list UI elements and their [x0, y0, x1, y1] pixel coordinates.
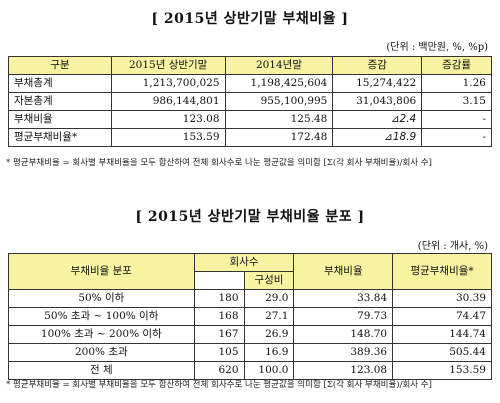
- cell-ratio: 389.36: [293, 343, 394, 362]
- cell-ratio: 33.84: [293, 289, 394, 308]
- section1-footnote: * 평균부채비율 = 회사별 부채비율을 모두 합산하여 전체 회사수로 나눈 …: [6, 158, 432, 168]
- cell-rate: -: [421, 128, 492, 147]
- cell-share: 29.0: [243, 289, 295, 308]
- section2-title: [ 2015년 상반기말 부채비율 분포 ]: [135, 209, 365, 225]
- header-distribution: 부채비율 분포: [8, 253, 195, 290]
- cell-change: 31,043,806: [332, 92, 423, 111]
- cell-avg: 505.44: [392, 343, 492, 362]
- cell-h1: 986,144,801: [110, 92, 226, 111]
- table-row: 부채총계 1,213,700,025 1,198,425,604 15,274,…: [8, 74, 492, 93]
- table-row: 200% 초과 105 16.9 389.36 505.44: [8, 343, 492, 362]
- cell-share: 27.1: [243, 307, 295, 326]
- table-header-row: 구분 2015년 상반기말 2014년말 증감 증감률: [8, 56, 492, 75]
- section1-title: [ 2015년 상반기말 부채비율 ]: [151, 11, 349, 27]
- table-row: 자본총계 986,144,801 955,100,995 31,043,806 …: [8, 92, 492, 111]
- row-label: 자본총계: [8, 92, 112, 111]
- cell-share: 100.0: [243, 361, 295, 380]
- row-label: 50% 초과 ~ 100% 이하: [8, 307, 195, 326]
- distribution-table: 부채비율 분포 회사수 부채비율 평균부채비율* 구성비 50% 이하 180 …: [8, 253, 492, 380]
- table-header-row: 부채비율 분포 회사수 부채비율 평균부채비율*: [8, 253, 492, 290]
- cell-avg: 144.74: [392, 325, 492, 344]
- cell-avg: 30.39: [392, 289, 492, 308]
- cell-change: ⊿18.9: [332, 128, 423, 147]
- cell-y14: 172.48: [224, 128, 334, 147]
- cell-y14: 125.48: [224, 110, 334, 129]
- header-h1-2015: 2015년 상반기말: [110, 56, 226, 75]
- cell-h1: 153.59: [110, 128, 226, 147]
- cell-count: 168: [193, 307, 245, 326]
- cell-change: ⊿2.4: [332, 110, 423, 129]
- cell-avg: 153.59: [392, 361, 492, 380]
- section1-unit: (단위 : 백만원, %, %p): [386, 42, 488, 53]
- cell-h1: 1,213,700,025: [110, 74, 226, 93]
- row-label: 평균부채비율*: [8, 128, 112, 147]
- cell-ratio: 148.70: [293, 325, 394, 344]
- header-share: 구성비: [243, 271, 295, 290]
- table-row: 100% 초과 ~ 200% 이하 167 26.9 148.70 144.74: [8, 325, 492, 344]
- cell-share: 26.9: [243, 325, 295, 344]
- cell-rate: 1.26: [421, 74, 492, 93]
- header-company-count: 회사수: [193, 253, 295, 272]
- header-end-2014: 2014년말: [224, 56, 334, 75]
- row-label: 50% 이하: [8, 289, 195, 308]
- header-category: 구분: [8, 56, 112, 75]
- header-debt-ratio: 부채비율: [293, 253, 394, 290]
- cell-ratio: 79.73: [293, 307, 394, 326]
- cell-rate: 3.15: [421, 92, 492, 111]
- row-label: 부채총계: [8, 74, 112, 93]
- section2-footnote: * 평균부채비율 = 회사별 부채비율을 모두 합산하여 전체 회사수로 나눈 …: [6, 380, 432, 390]
- row-label: 100% 초과 ~ 200% 이하: [8, 325, 195, 344]
- debt-ratio-table: 구분 2015년 상반기말 2014년말 증감 증감률 부채총계 1,213,7…: [8, 56, 492, 147]
- cell-h1: 123.08: [110, 110, 226, 129]
- section2-unit: (단위 : 개사, %): [417, 241, 488, 252]
- cell-ratio: 123.08: [293, 361, 394, 380]
- cell-y14: 1,198,425,604: [224, 74, 334, 93]
- row-label: 부채비율: [8, 110, 112, 129]
- header-change-rate: 증감률: [421, 56, 492, 75]
- header-change: 증감: [332, 56, 423, 75]
- cell-count: 167: [193, 325, 245, 344]
- row-label: 전 체: [8, 361, 195, 380]
- cell-count: 620: [193, 361, 245, 380]
- table-subheader-row: 구성비: [9, 271, 492, 290]
- header-average-debt-ratio: 평균부채비율*: [392, 253, 492, 290]
- cell-count: 180: [193, 289, 245, 308]
- cell-y14: 955,100,995: [224, 92, 334, 111]
- table-row: 50% 이하 180 29.0 33.84 30.39: [8, 289, 492, 308]
- row-label: 200% 초과: [8, 343, 195, 362]
- cell-rate: -: [421, 110, 492, 129]
- cell-avg: 74.47: [392, 307, 492, 326]
- table-row: 평균부채비율* 153.59 172.48 ⊿18.9 -: [8, 128, 492, 147]
- cell-count: 105: [193, 343, 245, 362]
- cell-change: 15,274,422: [332, 74, 423, 93]
- cell-share: 16.9: [243, 343, 295, 362]
- table-row: 50% 초과 ~ 100% 이하 168 27.1 79.73 74.47: [8, 307, 492, 326]
- table-total-row: 전 체 620 100.0 123.08 153.59: [8, 361, 492, 380]
- table-row: 부채비율 123.08 125.48 ⊿2.4 -: [8, 110, 492, 129]
